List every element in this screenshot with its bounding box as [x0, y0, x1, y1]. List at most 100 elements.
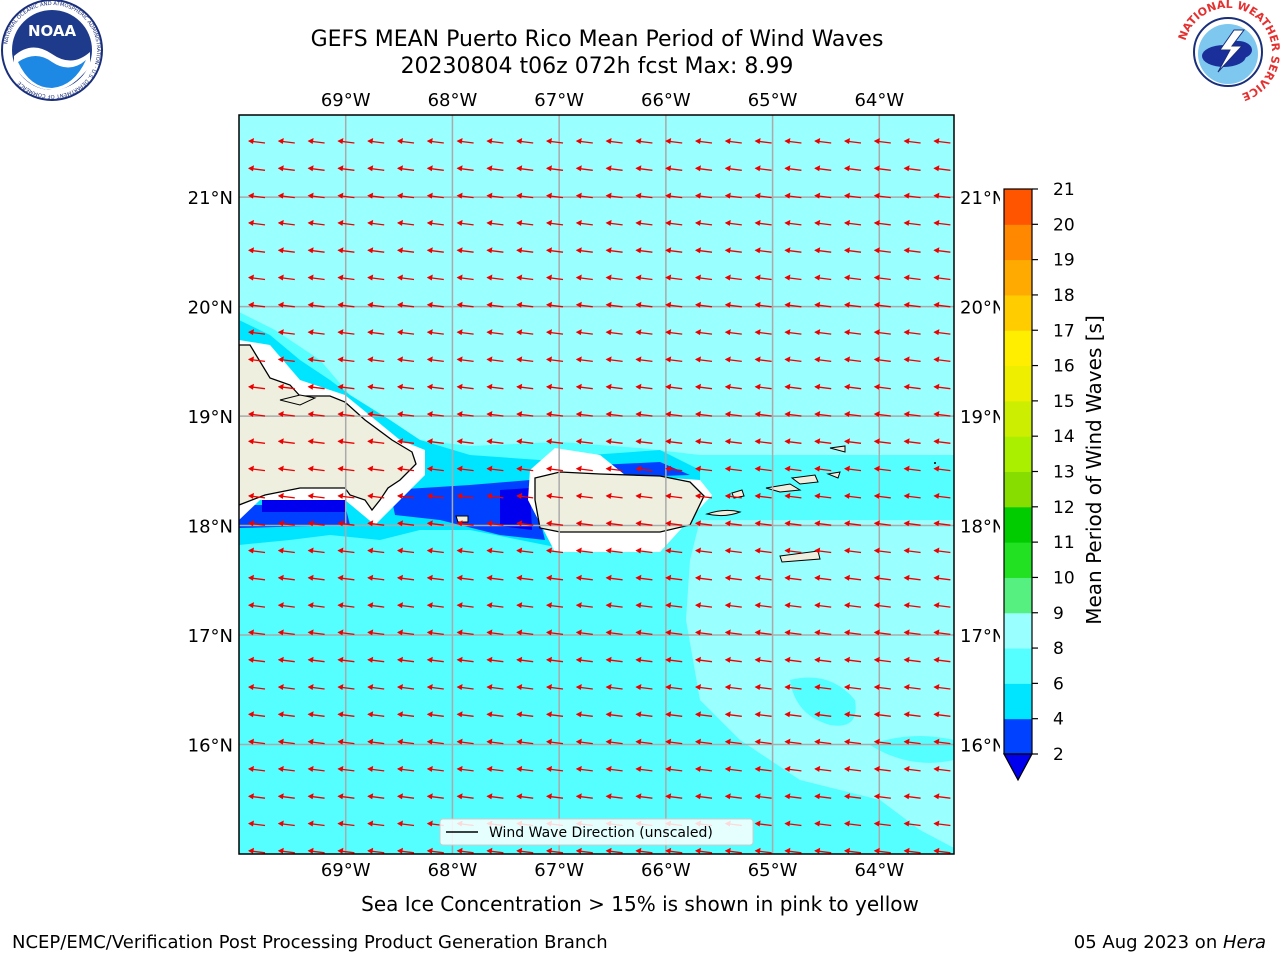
- wind-arrow: [873, 656, 891, 663]
- wind-arrow: [575, 411, 593, 417]
- colorbar-tick-label: 17: [1053, 321, 1075, 341]
- wind-arrow: [456, 738, 474, 745]
- wind-arrow: [248, 711, 266, 718]
- wind-arrow: [397, 656, 415, 663]
- wind-arrow: [605, 329, 623, 336]
- wind-arrow: [546, 793, 564, 800]
- wind-arrow: [695, 219, 713, 226]
- wind-arrow: [426, 411, 444, 417]
- wind-arrow: [277, 465, 295, 472]
- wind-arrow: [844, 165, 862, 172]
- wind-arrow: [873, 602, 891, 609]
- wind-arrow: [486, 301, 504, 308]
- wind-arrow: [665, 684, 683, 690]
- chart-subtitle: 20230804 t06z 072h fcst Max: 8.99: [400, 54, 794, 79]
- wind-arrow: [575, 465, 593, 472]
- wind-arrow: [724, 329, 742, 336]
- x-tick-label-bottom: 67°W: [534, 860, 584, 881]
- wind-arrow: [307, 438, 325, 445]
- wind-arrow: [456, 438, 474, 445]
- wind-arrow: [575, 438, 593, 445]
- wind-arrow: [724, 165, 742, 172]
- colorbar-segment: [1004, 365, 1032, 402]
- wind-arrow: [426, 656, 444, 663]
- wind-arrow: [397, 192, 415, 199]
- wind-arrow: [665, 383, 683, 390]
- wind-arrow: [307, 329, 325, 336]
- wind-arrow: [724, 274, 742, 281]
- wind-arrow: [754, 738, 772, 745]
- wind-arrow: [337, 765, 355, 772]
- wind-arrow: [754, 820, 772, 827]
- wind-arrow: [397, 383, 415, 390]
- wind-arrow: [456, 329, 474, 336]
- wind-arrow: [754, 765, 772, 772]
- wind-arrow: [516, 465, 534, 472]
- wind-arrow: [844, 247, 862, 254]
- wind-arrow: [486, 656, 504, 663]
- wind-arrow: [635, 411, 653, 417]
- period-6-8-patch-east: [870, 736, 954, 763]
- wind-arrow: [486, 356, 504, 363]
- wind-arrow: [337, 793, 355, 800]
- wind-arrow: [784, 793, 802, 800]
- wind-arrow: [844, 219, 862, 226]
- colorbar-tick-label: 15: [1053, 392, 1075, 412]
- wind-arrow: [277, 383, 295, 390]
- wind-arrow: [367, 656, 385, 663]
- wind-arrow: [665, 629, 683, 636]
- y-tick-label-right: 18°N: [960, 517, 1000, 538]
- wind-arrow: [635, 383, 653, 390]
- wind-arrow: [665, 247, 683, 254]
- wind-arrow: [903, 629, 921, 636]
- wind-arrow: [397, 438, 415, 445]
- wind-arrow: [546, 438, 564, 445]
- wind-arrow: [724, 219, 742, 226]
- wind-arrow: [546, 465, 564, 472]
- wind-arrow: [486, 547, 504, 554]
- wind-arrow: [873, 847, 891, 854]
- wind-arrow: [516, 438, 534, 445]
- wind-arrow: [873, 738, 891, 745]
- wind-arrow: [516, 765, 534, 772]
- wind-arrow: [814, 329, 832, 336]
- wind-arrow: [933, 165, 951, 172]
- wind-arrow: [665, 165, 683, 172]
- wind-arrow: [397, 547, 415, 554]
- wind-arrow: [784, 465, 802, 472]
- wind-arrow: [814, 301, 832, 308]
- wind-arrow: [456, 847, 474, 854]
- wind-arrow: [873, 629, 891, 636]
- wind-arrow: [605, 684, 623, 690]
- wind-arrow: [814, 520, 832, 527]
- wind-arrow: [248, 438, 266, 445]
- wind-arrow: [337, 465, 355, 472]
- wind-arrow: [933, 820, 951, 827]
- wind-arrow: [754, 847, 772, 854]
- wind-arrow: [724, 520, 742, 527]
- wind-arrow: [695, 465, 713, 472]
- wind-arrow: [456, 301, 474, 308]
- wind-arrow: [695, 711, 713, 718]
- chart-title: GEFS MEAN Puerto Rico Mean Period of Win…: [310, 27, 884, 52]
- wind-arrow: [933, 438, 951, 445]
- island-anguilla: [934, 462, 936, 464]
- wind-arrow: [277, 711, 295, 718]
- wind-arrow: [456, 547, 474, 554]
- wind-arrow: [516, 711, 534, 718]
- island-st-croix: [779, 550, 821, 563]
- wind-arrow: [486, 738, 504, 745]
- wind-arrow: [337, 492, 355, 499]
- wind-arrow: [814, 711, 832, 718]
- wind-arrow: [426, 574, 444, 581]
- wind-arrow: [814, 656, 832, 663]
- wind-arrow: [635, 138, 653, 144]
- wind-arrow: [367, 465, 385, 472]
- wind-arrow: [844, 520, 862, 527]
- wind-arrow: [337, 165, 355, 172]
- wind-arrow: [546, 602, 564, 609]
- wind-arrow: [814, 356, 832, 363]
- wind-arrow: [277, 301, 295, 308]
- wind-arrow: [546, 383, 564, 390]
- colorbar-segment: [1004, 683, 1032, 720]
